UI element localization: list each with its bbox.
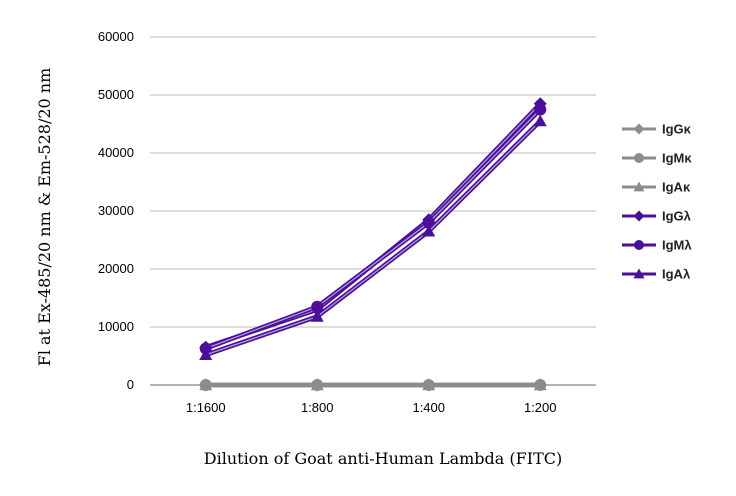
data-point — [533, 114, 547, 127]
x-tick-label: 1:400 — [412, 400, 445, 415]
series-line-highlight — [205, 120, 541, 356]
series-line-highlight — [205, 109, 541, 350]
series-line — [205, 102, 542, 350]
y-axis-title: Fl at Ex-485/20 nm & Em-528/20 nm — [35, 68, 54, 367]
legend-label: IgGλ — [662, 209, 692, 224]
y-tick-label: 50000 — [98, 87, 134, 102]
legend-label: IgMλ — [662, 238, 692, 253]
y-tick-label: 20000 — [98, 261, 134, 276]
legend-item: IgMλ — [622, 238, 692, 253]
gridlines — [150, 36, 596, 328]
series-5 — [199, 103, 547, 355]
data-point — [199, 378, 213, 391]
legend-marker — [633, 268, 645, 279]
legend-item: IgGκ — [622, 122, 692, 137]
legend-item: IgAλ — [622, 267, 691, 282]
legend-label: IgAκ — [662, 180, 691, 195]
x-tick-label: 1:200 — [524, 400, 557, 415]
legend-item: IgAκ — [622, 180, 691, 195]
series-line-highlight — [205, 103, 541, 348]
data-point — [310, 378, 324, 391]
legend-marker — [633, 123, 645, 135]
legend-item: IgMκ — [622, 151, 692, 166]
data-point — [310, 310, 324, 322]
y-tick-label: 0 — [127, 377, 134, 392]
data-point — [534, 103, 547, 116]
data-point — [422, 378, 436, 391]
y-tick-label: 60000 — [98, 29, 134, 44]
x-tick-label: 1:1600 — [186, 400, 226, 415]
series-6 — [199, 114, 547, 361]
legend-marker — [634, 240, 644, 250]
legend-marker — [634, 153, 644, 163]
series-group — [199, 97, 547, 392]
series-3 — [199, 378, 547, 391]
series-4 — [199, 97, 547, 354]
y-tick-label: 10000 — [98, 319, 134, 334]
data-point — [533, 378, 547, 391]
legend-label: IgAλ — [662, 267, 691, 282]
legend: IgGκ IgMκ IgAκ IgGλ IgMλ IgAλ — [622, 122, 692, 282]
x-axis-title: Dilution of Goat anti-Human Lambda (FITC… — [204, 449, 562, 468]
y-axis-ticks: 0 10000 20000 30000 40000 50000 60000 — [98, 29, 134, 392]
y-tick-label: 30000 — [98, 203, 134, 218]
legend-label: IgMκ — [662, 151, 692, 166]
x-axis-ticks: 1:1600 1:800 1:400 1:200 — [186, 400, 557, 415]
legend-marker — [633, 210, 645, 222]
x-tick-label: 1:800 — [301, 400, 334, 415]
data-point — [422, 224, 436, 237]
y-tick-label: 40000 — [98, 145, 134, 160]
legend-item: IgGλ — [622, 209, 692, 224]
series-line — [204, 107, 542, 351]
legend-label: IgGκ — [662, 122, 692, 137]
data-point — [199, 348, 213, 361]
legend-marker — [633, 181, 645, 192]
